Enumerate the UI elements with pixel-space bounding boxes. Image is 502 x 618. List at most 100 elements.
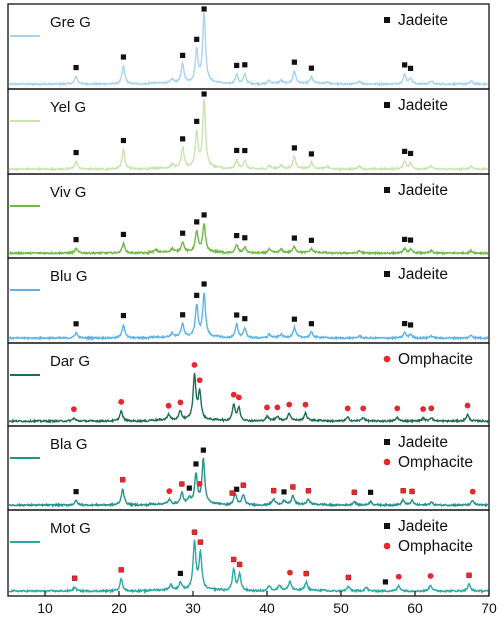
omphacite-marker	[197, 539, 204, 546]
jadeite-marker	[193, 461, 199, 467]
omphacite-marker	[287, 569, 293, 576]
omphacite-marker	[302, 401, 309, 408]
jadeite-marker	[73, 64, 79, 71]
jadeite-marker	[308, 237, 314, 243]
jadeite-marker	[194, 292, 200, 298]
jadeite-marker	[186, 485, 192, 491]
omphacite-marker	[191, 362, 198, 368]
jadeite-marker	[201, 281, 207, 287]
omphacite-marker	[305, 487, 312, 494]
legend-omphacite-symbol	[383, 355, 391, 363]
jadeite-marker	[201, 91, 207, 97]
jadeite-marker	[234, 147, 240, 154]
omphacite-marker	[71, 575, 78, 582]
omphacite-marker	[235, 394, 242, 401]
omphacite-marker	[166, 488, 173, 495]
omphacite-marker	[464, 402, 471, 409]
omphacite-marker	[274, 404, 281, 411]
jadeite-marker	[120, 312, 127, 319]
jadeite-marker	[291, 235, 297, 241]
jadeite-marker	[180, 312, 186, 318]
spectrum-line	[8, 457, 489, 509]
x-tick-label-20: 20	[111, 600, 127, 616]
omphacite-marker	[165, 402, 172, 409]
omphacite-marker	[466, 572, 472, 579]
x-tick-label-30: 30	[185, 600, 201, 616]
panel-gre-g: Gre G Jadeite	[7, 3, 490, 90]
jadeite-marker	[120, 137, 127, 144]
jadeite-marker	[242, 235, 248, 241]
jadeite-marker	[120, 54, 127, 60]
omphacite-marker	[303, 570, 310, 577]
omphacite-marker	[236, 561, 243, 568]
legend-jadeite-symbol	[384, 439, 390, 445]
jadeite-marker	[201, 6, 207, 12]
jadeite-marker	[194, 36, 200, 42]
jadeite-marker	[308, 65, 314, 71]
omphacite-marker	[428, 405, 435, 412]
jadeite-marker	[407, 322, 414, 328]
omphacite-marker	[420, 406, 427, 412]
legend-jadeite-symbol	[384, 102, 390, 108]
legend-jadeite-label: Jadeite	[398, 518, 448, 535]
panel-bla-g: Bla G Jadeite Omphacite	[7, 425, 490, 511]
spectrum-line	[8, 539, 489, 594]
jadeite-marker	[402, 148, 408, 154]
legend-jadeite-symbol	[384, 187, 390, 193]
x-tick-label-10: 10	[37, 600, 53, 616]
legend-jadeite-label: Jadeite	[398, 266, 448, 283]
jadeite-marker	[73, 321, 79, 327]
jadeite-marker	[177, 570, 184, 577]
jadeite-marker	[120, 231, 127, 238]
jadeite-marker	[281, 489, 287, 495]
omphacite-marker	[409, 488, 415, 495]
spectrum-line	[8, 12, 489, 87]
jadeite-marker	[200, 447, 206, 453]
legend-jadeite-label: Jadeite	[398, 97, 448, 114]
omphacite-marker	[270, 487, 277, 494]
omphacite-marker	[230, 556, 237, 563]
jadeite-marker	[402, 236, 408, 242]
jadeite-marker	[234, 233, 240, 239]
jadeite-marker	[180, 230, 186, 236]
omphacite-marker	[179, 481, 185, 487]
omphacite-marker	[240, 482, 247, 489]
x-tick-label-70: 70	[481, 600, 497, 616]
legend-omphacite-label: Omphacite	[398, 538, 473, 555]
legend-omphacite-symbol	[383, 542, 391, 550]
jadeite-marker	[291, 316, 297, 322]
panel-viv-g: Viv G Jadeite	[7, 173, 490, 259]
omphacite-marker	[118, 398, 125, 405]
x-tick-label-50: 50	[333, 600, 349, 616]
jadeite-marker	[368, 489, 374, 495]
x-axis: 10 20 30 40 50 60 70	[37, 591, 497, 616]
sample-label: Gre G	[50, 14, 91, 31]
legend-jadeite-symbol	[384, 17, 390, 23]
panel-yel-g: Yel G Jadeite	[7, 88, 490, 175]
sample-label: Viv G	[50, 184, 86, 201]
omphacite-marker	[191, 529, 198, 536]
sample-label: Dar G	[50, 353, 90, 370]
jadeite-marker	[180, 52, 186, 58]
jadeite-marker	[402, 320, 408, 327]
jadeite-marker	[382, 579, 388, 585]
sample-label: Bla G	[50, 436, 88, 453]
sample-label: Yel G	[50, 99, 86, 116]
omphacite-marker	[118, 566, 125, 573]
legend-jadeite-symbol	[384, 271, 390, 277]
legend-jadeite-label: Jadeite	[398, 182, 448, 199]
omphacite-marker	[351, 489, 358, 496]
sample-label: Mot G	[50, 520, 91, 537]
jadeite-marker	[407, 150, 414, 157]
spectrum-line	[8, 292, 489, 341]
panel-mot-g: Mot G Jadeite Omphacite	[7, 509, 490, 597]
jadeite-marker	[291, 145, 297, 151]
jadeite-marker	[73, 489, 79, 495]
jadeite-marker	[402, 62, 408, 68]
omphacite-marker	[230, 391, 237, 398]
omphacite-marker	[395, 573, 402, 580]
omphacite-marker	[196, 377, 203, 384]
legend-jadeite-label: Jadeite	[398, 434, 448, 451]
legend-omphacite-label: Omphacite	[398, 351, 473, 368]
